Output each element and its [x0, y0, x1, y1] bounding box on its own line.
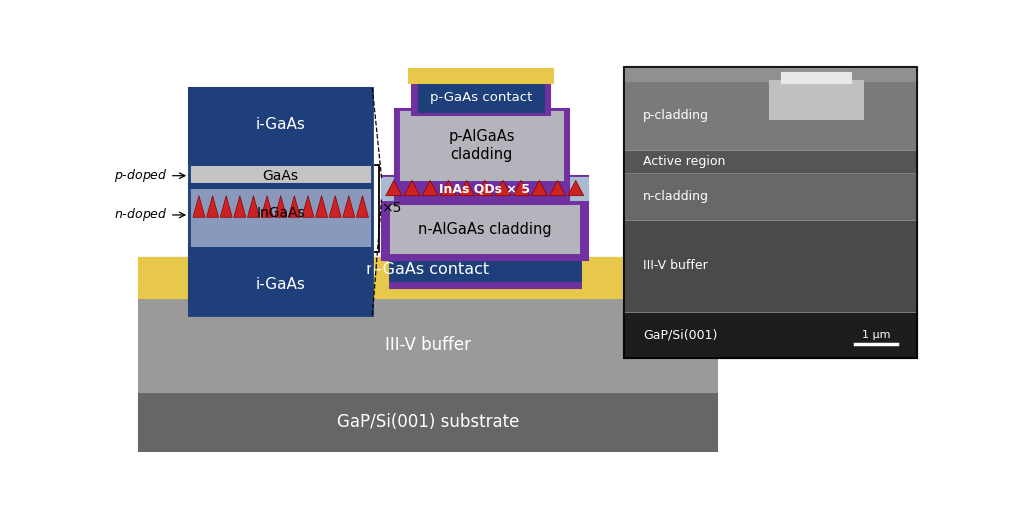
Bar	[190, 184, 372, 190]
Polygon shape	[441, 180, 456, 196]
Polygon shape	[220, 196, 232, 217]
Text: i-GaAs: i-GaAs	[255, 117, 306, 132]
Text: 1 μm: 1 μm	[862, 330, 891, 340]
Bar	[624, 81, 917, 150]
Text: GaAs: GaAs	[263, 169, 299, 183]
Bar	[418, 82, 544, 112]
Text: InAs QDs × 5: InAs QDs × 5	[439, 182, 530, 195]
Bar	[624, 67, 917, 358]
Polygon shape	[261, 196, 273, 217]
Bar	[578, 199, 587, 258]
Bar	[190, 190, 372, 248]
Text: Active region: Active region	[644, 155, 726, 168]
Polygon shape	[315, 196, 328, 217]
Polygon shape	[288, 196, 301, 217]
Polygon shape	[193, 196, 205, 217]
Polygon shape	[356, 196, 369, 217]
Polygon shape	[550, 180, 565, 196]
Bar	[624, 173, 917, 219]
Bar	[624, 150, 917, 173]
Bar	[381, 199, 390, 258]
Bar	[381, 178, 588, 200]
Polygon shape	[207, 196, 218, 217]
Text: i-GaAs: i-GaAs	[255, 277, 306, 292]
Bar	[409, 69, 553, 82]
Text: InGaAs: InGaAs	[256, 206, 305, 220]
Polygon shape	[247, 196, 260, 217]
Bar	[394, 109, 569, 204]
Polygon shape	[275, 196, 286, 217]
Bar	[139, 258, 717, 281]
Bar	[583, 258, 717, 289]
Bar	[139, 392, 717, 452]
Bar	[139, 288, 717, 298]
Polygon shape	[330, 196, 341, 217]
Text: p-cladding: p-cladding	[644, 109, 710, 122]
Text: p-GaAs contact: p-GaAs contact	[431, 90, 533, 104]
Text: $p$-doped: $p$-doped	[114, 167, 168, 184]
Polygon shape	[531, 180, 547, 196]
Bar	[390, 206, 579, 253]
Text: n-cladding: n-cladding	[644, 190, 710, 203]
Bar	[190, 88, 372, 161]
Polygon shape	[404, 180, 420, 196]
Bar	[381, 252, 587, 260]
Bar	[139, 298, 717, 392]
Polygon shape	[477, 180, 492, 196]
Bar	[190, 88, 372, 315]
Bar	[412, 79, 550, 115]
Polygon shape	[422, 180, 438, 196]
Bar	[190, 161, 372, 167]
Text: GaP/Si(001) substrate: GaP/Si(001) substrate	[337, 413, 519, 431]
Bar	[401, 112, 562, 179]
Bar	[770, 81, 863, 119]
Text: ×5: ×5	[381, 201, 402, 215]
Text: $n$-doped: $n$-doped	[114, 206, 168, 224]
Polygon shape	[343, 196, 354, 217]
Bar	[624, 67, 917, 81]
Bar	[624, 67, 917, 358]
Polygon shape	[513, 180, 529, 196]
Text: III-V buffer: III-V buffer	[644, 259, 709, 272]
Polygon shape	[568, 180, 584, 196]
Polygon shape	[386, 180, 402, 196]
Bar	[190, 248, 372, 254]
Bar	[139, 258, 387, 289]
Polygon shape	[458, 180, 475, 196]
Bar	[782, 73, 851, 82]
Bar	[624, 219, 917, 312]
Bar	[381, 176, 588, 202]
Bar	[190, 167, 372, 184]
Bar	[381, 198, 588, 260]
Text: III-V buffer: III-V buffer	[385, 336, 471, 354]
Bar	[139, 281, 717, 288]
Text: n-GaAs contact: n-GaAs contact	[367, 262, 489, 277]
Bar	[624, 312, 917, 358]
Text: p-AlGaAs
cladding: p-AlGaAs cladding	[448, 130, 515, 162]
Text: GaP/Si(001): GaP/Si(001)	[644, 329, 718, 341]
Bar	[190, 254, 372, 315]
Text: n-AlGaAs cladding: n-AlGaAs cladding	[418, 222, 552, 237]
Polygon shape	[495, 180, 511, 196]
Polygon shape	[234, 196, 246, 217]
Polygon shape	[302, 196, 314, 217]
